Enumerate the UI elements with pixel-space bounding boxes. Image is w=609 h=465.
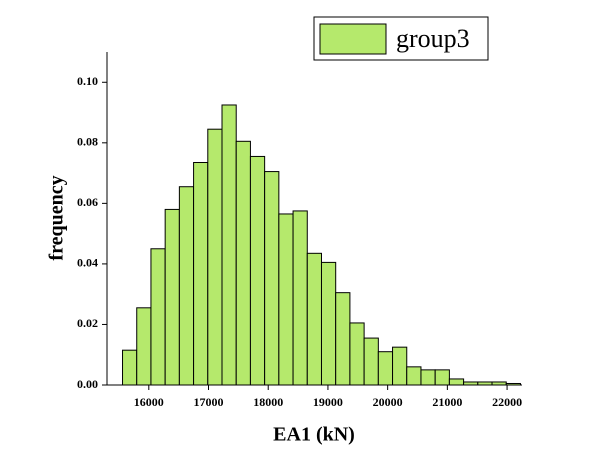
x-tick-label: 16000 — [134, 395, 164, 409]
x-tick-label: 21000 — [432, 395, 462, 409]
y-tick-label: 0.04 — [77, 256, 98, 270]
x-tick-label: 22000 — [492, 395, 522, 409]
bar — [164, 208, 180, 386]
x-tick-label: 20000 — [373, 395, 403, 409]
bar — [207, 128, 223, 386]
y-tick-label: 0.02 — [77, 316, 98, 330]
bar — [306, 252, 322, 386]
bar — [292, 210, 308, 386]
y-tick-label: 0.00 — [77, 377, 98, 391]
bar — [377, 351, 394, 386]
bar — [178, 186, 195, 386]
bar — [406, 366, 422, 386]
bar — [335, 292, 351, 386]
legend-label: group3 — [396, 24, 470, 53]
bar — [349, 322, 365, 386]
x-tick-label: 18000 — [253, 395, 283, 409]
bar — [278, 213, 294, 386]
bar — [392, 346, 408, 386]
y-tick-label: 0.06 — [77, 195, 98, 209]
bar — [150, 248, 166, 386]
x-tick-label: 17000 — [194, 395, 224, 409]
bar — [249, 155, 266, 386]
bar — [363, 337, 379, 386]
bar — [235, 140, 251, 386]
bar — [420, 369, 436, 386]
bar — [193, 161, 209, 386]
y-tick-label: 0.10 — [77, 74, 98, 88]
x-axis-label: EA1 (kN) — [273, 424, 355, 446]
x-tick-label: 19000 — [313, 395, 343, 409]
bar — [320, 261, 337, 386]
bar — [448, 378, 465, 386]
bar — [136, 307, 152, 386]
bar — [434, 369, 450, 386]
bar — [221, 104, 237, 386]
bar — [122, 349, 138, 386]
y-tick-label: 0.08 — [77, 135, 98, 149]
y-axis-label: frequency — [46, 175, 68, 260]
legend-swatch — [319, 23, 387, 55]
bar — [264, 171, 280, 386]
